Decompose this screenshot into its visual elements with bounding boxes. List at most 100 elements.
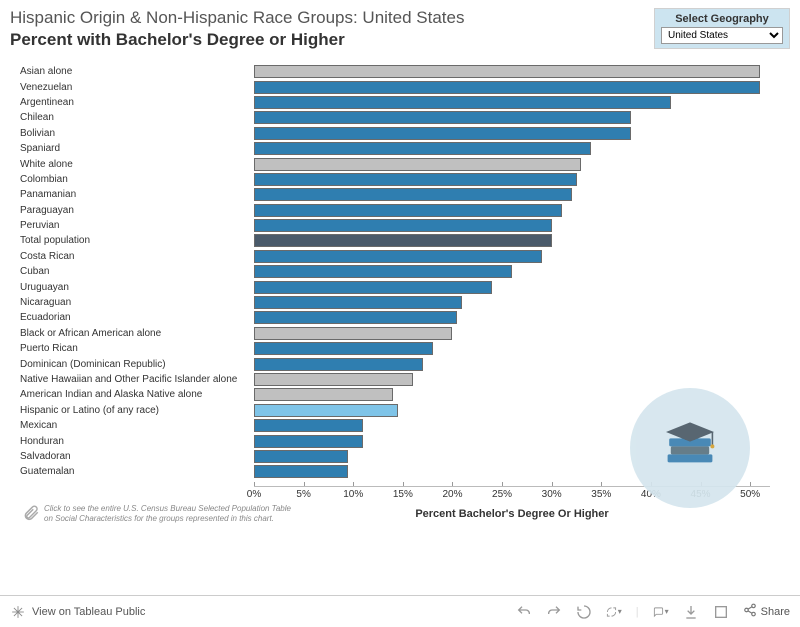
page-title-line1: Hispanic Origin & Non-Hispanic Race Grou… (10, 8, 464, 28)
refresh-icon[interactable]: ▾ (606, 604, 622, 620)
bar-label: Black or African American alone (20, 328, 254, 339)
bar-row[interactable]: Spaniard (20, 141, 770, 156)
bar[interactable] (254, 342, 433, 355)
education-badge-icon (630, 388, 750, 508)
bar-row[interactable]: Paraguayan (20, 203, 770, 218)
bar-label: Uruguayan (20, 282, 254, 293)
bar[interactable] (254, 404, 398, 417)
bar-label: Honduran (20, 436, 254, 447)
axis-tick: 0% (247, 489, 261, 500)
bar[interactable] (254, 311, 457, 324)
bar-row[interactable]: Cuban (20, 264, 770, 279)
bar[interactable] (254, 419, 363, 432)
bar-row[interactable]: Total population (20, 233, 770, 248)
bar[interactable] (254, 234, 552, 247)
bar-chart: Asian alone Venezuelan Argentinean Chilean B… (10, 58, 790, 548)
bar-label: Panamanian (20, 189, 254, 200)
undo-icon[interactable] (516, 604, 532, 620)
bar[interactable] (254, 250, 542, 263)
revert-icon[interactable] (576, 604, 592, 620)
view-on-tableau-link[interactable]: View on Tableau Public (10, 604, 145, 620)
bar[interactable] (254, 219, 552, 232)
bar[interactable] (254, 296, 462, 309)
bar[interactable] (254, 450, 348, 463)
bar-row[interactable]: Native Hawaiian and Other Pacific Island… (20, 372, 770, 387)
x-axis-label: Percent Bachelor's Degree Or Higher (254, 508, 770, 520)
bar[interactable] (254, 96, 671, 109)
bar[interactable] (254, 188, 572, 201)
bar[interactable] (254, 465, 348, 478)
bar[interactable] (254, 327, 452, 340)
comment-icon[interactable]: ▾ (653, 604, 669, 620)
bar-label: Costa Rican (20, 251, 254, 262)
bar[interactable] (254, 358, 423, 371)
bar[interactable] (254, 388, 393, 401)
bar[interactable] (254, 81, 760, 94)
bar[interactable] (254, 158, 581, 171)
paperclip-icon (22, 504, 40, 522)
geography-dropdown[interactable]: United States (661, 27, 783, 44)
bar-label: Asian alone (20, 66, 254, 77)
fullscreen-icon[interactable] (713, 604, 729, 620)
bar-row[interactable]: Argentinean (20, 95, 770, 110)
bar-label: Nicaraguan (20, 297, 254, 308)
bar-label: Argentinean (20, 97, 254, 108)
bar-label: American Indian and Alaska Native alone (20, 389, 254, 400)
axis-tick: 30% (542, 489, 562, 500)
bar-row[interactable]: Peruvian (20, 218, 770, 233)
tableau-toolbar: View on Tableau Public ▾ | ▾ Share (0, 595, 800, 627)
share-icon (743, 603, 757, 620)
bar-row[interactable]: Colombian (20, 172, 770, 187)
bar-label: White alone (20, 159, 254, 170)
bar-row[interactable]: Panamanian (20, 187, 770, 202)
redo-icon[interactable] (546, 604, 562, 620)
bar-row[interactable]: Puerto Rican (20, 341, 770, 356)
bar[interactable] (254, 265, 512, 278)
bar-label: Cuban (20, 266, 254, 277)
bar-label: Guatemalan (20, 466, 254, 477)
bar-row[interactable]: Costa Rican (20, 249, 770, 264)
bar-label: Native Hawaiian and Other Pacific Island… (20, 374, 254, 385)
bar-row[interactable]: Venezuelan (20, 79, 770, 94)
bar[interactable] (254, 127, 631, 140)
bar-label: Spaniard (20, 143, 254, 154)
axis-tick: 20% (442, 489, 462, 500)
bar-row[interactable]: Asian alone (20, 64, 770, 79)
bar-row[interactable]: Dominican (Dominican Republic) (20, 356, 770, 371)
bar-label: Hispanic or Latino (of any race) (20, 405, 254, 416)
bar-label: Total population (20, 235, 254, 246)
bar-row[interactable]: White alone (20, 156, 770, 171)
bar[interactable] (254, 204, 562, 217)
geography-label: Select Geography (661, 13, 783, 25)
share-label: Share (761, 606, 790, 618)
bar[interactable] (254, 435, 363, 448)
bar-row[interactable]: Bolivian (20, 126, 770, 141)
bar-row[interactable]: Black or African American alone (20, 326, 770, 341)
bar[interactable] (254, 111, 631, 124)
axis-tick: 50% (740, 489, 760, 500)
bar-label: Peruvian (20, 220, 254, 231)
bar[interactable] (254, 65, 760, 78)
bar[interactable] (254, 281, 492, 294)
share-button[interactable]: Share (743, 603, 790, 620)
bar-row[interactable]: Nicaraguan (20, 295, 770, 310)
bar-label: Dominican (Dominican Republic) (20, 359, 254, 370)
axis-tick: 5% (296, 489, 310, 500)
bar-label: Colombian (20, 174, 254, 185)
footnote-link[interactable]: Click to see the entire U.S. Census Bure… (22, 504, 302, 523)
footnote-text: Click to see the entire U.S. Census Bure… (44, 504, 302, 523)
bar-row[interactable]: Chilean (20, 110, 770, 125)
bar[interactable] (254, 373, 413, 386)
bar-row[interactable]: Ecuadorian (20, 310, 770, 325)
bar-label: Chilean (20, 112, 254, 123)
bar[interactable] (254, 142, 591, 155)
bar-label: Paraguayan (20, 205, 254, 216)
tableau-logo-icon (10, 604, 26, 620)
bar-label: Ecuadorian (20, 312, 254, 323)
bar-row[interactable]: Uruguayan (20, 279, 770, 294)
bar-label: Bolivian (20, 128, 254, 139)
bar-label: Venezuelan (20, 82, 254, 93)
bar[interactable] (254, 173, 577, 186)
axis-tick: 25% (492, 489, 512, 500)
download-icon[interactable] (683, 604, 699, 620)
